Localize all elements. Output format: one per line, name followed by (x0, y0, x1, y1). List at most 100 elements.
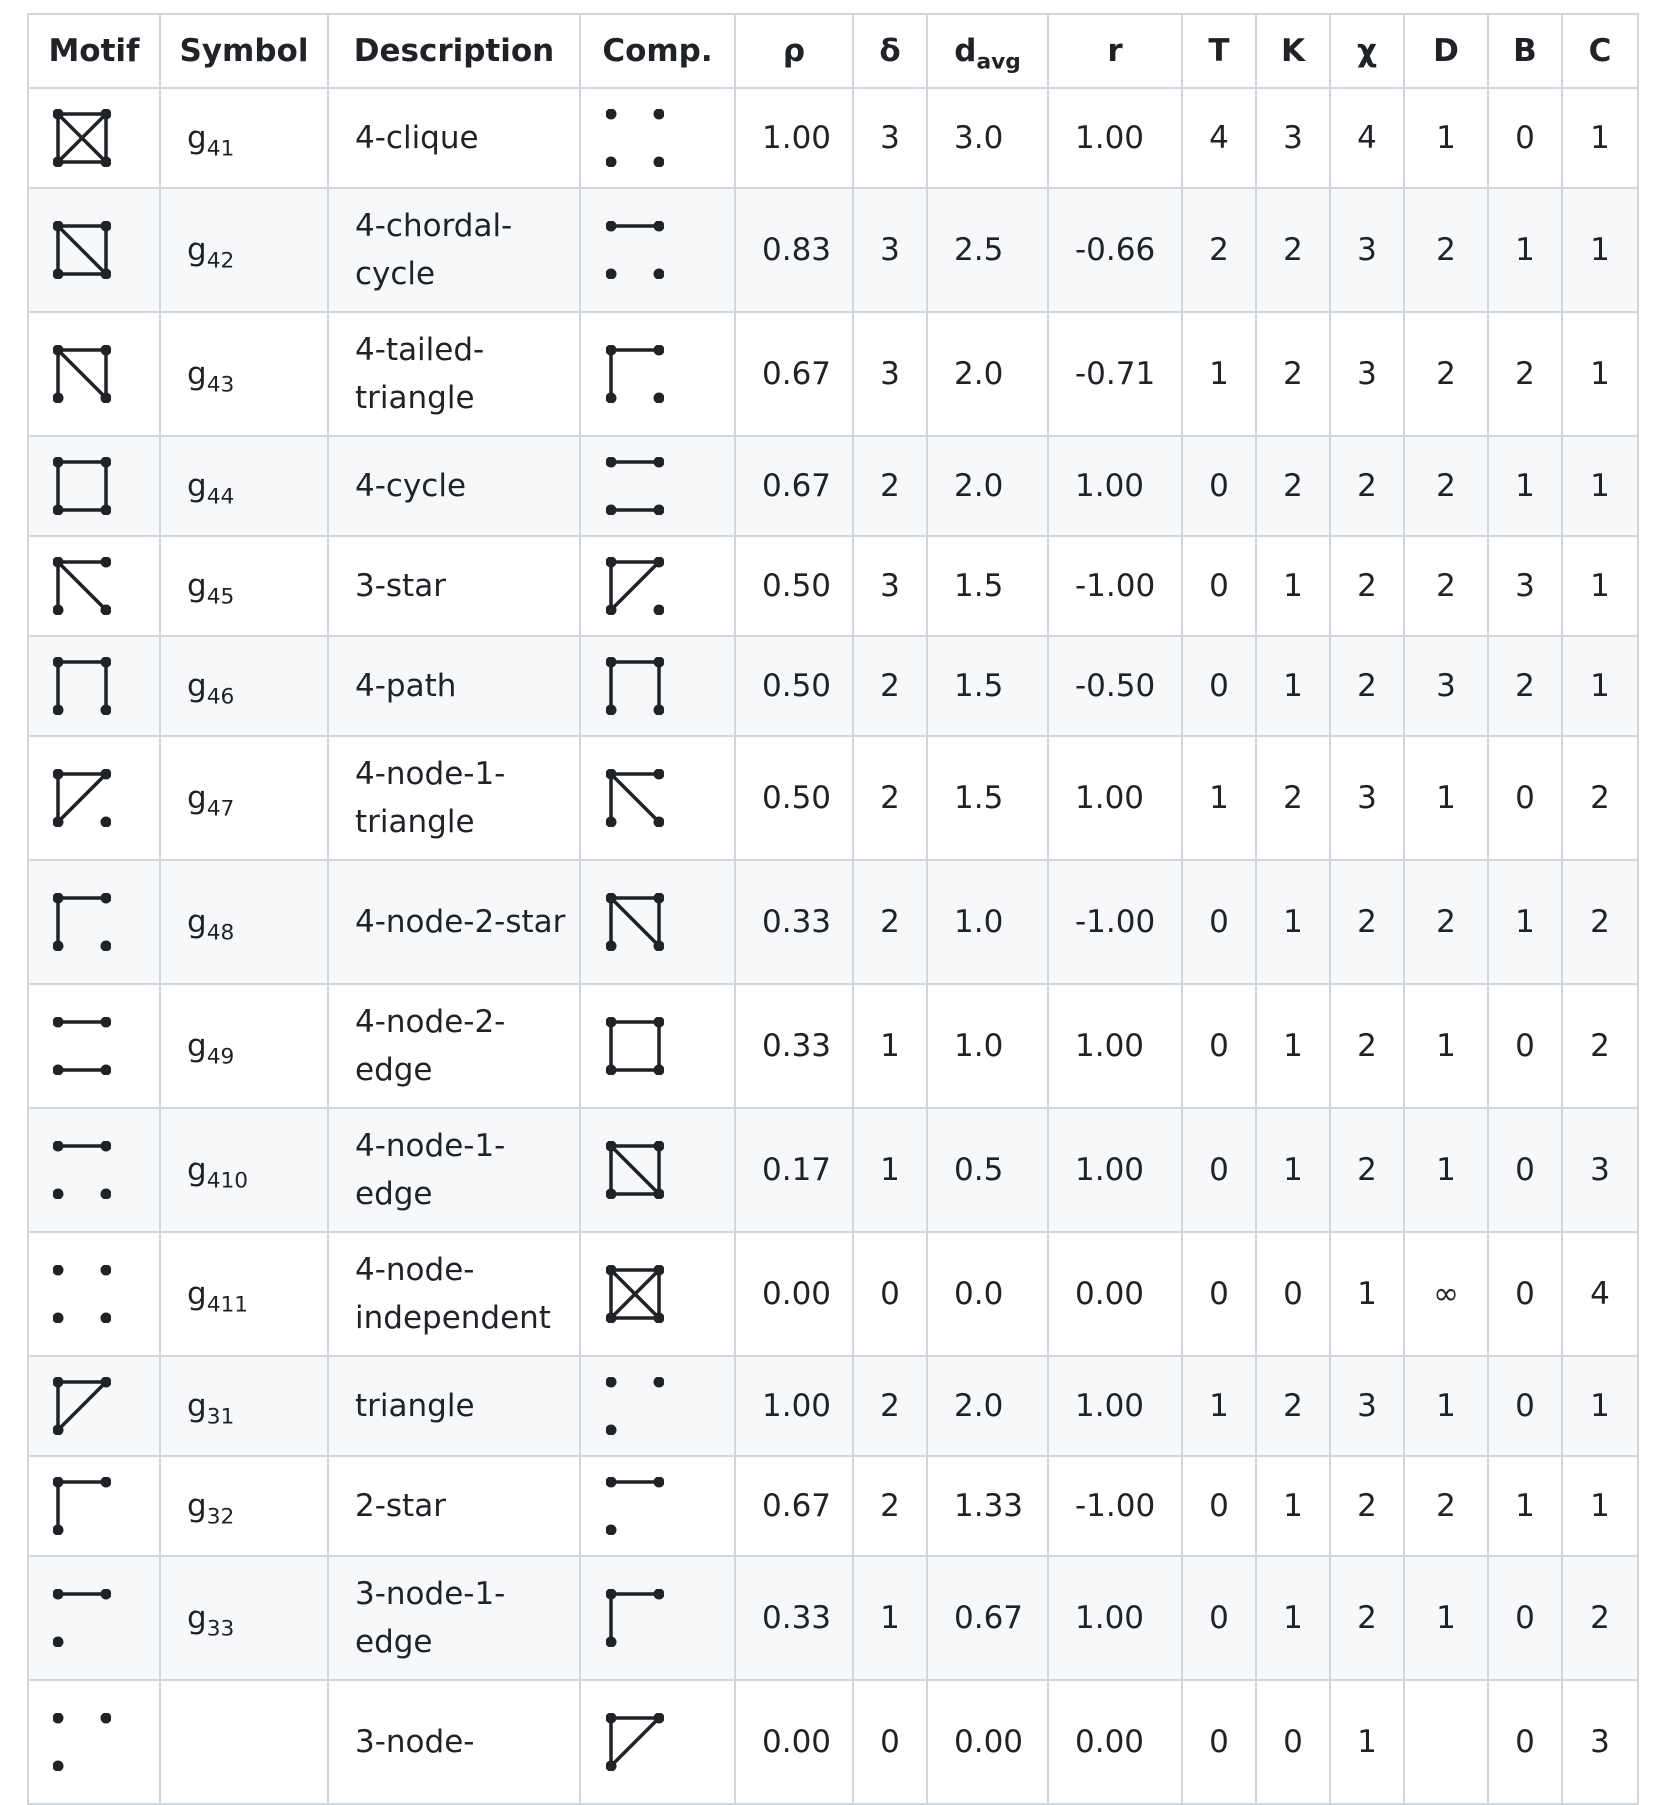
cell-davg: 2.5 (926, 187, 1049, 313)
symbol-main: g (187, 1276, 207, 1312)
cell-B: 1 (1487, 435, 1563, 537)
cell-C: 2 (1561, 1555, 1639, 1681)
symbol-sub: 41 (206, 136, 235, 162)
symbol-main: g (187, 120, 207, 156)
cell-comp (579, 1355, 736, 1457)
cell-r: 1.00 (1047, 435, 1183, 537)
cell-comp (579, 311, 736, 437)
cell-description: 4-path (327, 635, 581, 737)
cell-r: 1.00 (1047, 1107, 1183, 1233)
cell-D: 1 (1403, 1107, 1489, 1233)
cell-description: 2-star (327, 1455, 581, 1557)
table-row: g411 4-node-independent 0.00 0 0.0 0.00 0 0 1 ∞ 0 4 (27, 1231, 1639, 1357)
cell-comp (579, 1455, 736, 1557)
symbol-sub: 46 (206, 684, 235, 710)
col-header-K: K (1255, 13, 1331, 89)
cell-motif (27, 1679, 161, 1805)
cell-C: 1 (1561, 87, 1639, 189)
symbol-sub: 49 (206, 1044, 235, 1070)
cell-rho: 0.50 (734, 535, 854, 637)
cell-B: 2 (1487, 635, 1563, 737)
g49-motif-icon (53, 1017, 111, 1075)
cell-C: 4 (1561, 1231, 1639, 1357)
cell-rho: 1.00 (734, 87, 854, 189)
cell-symbol: g31 (159, 1355, 329, 1457)
cell-C: 1 (1561, 1455, 1639, 1557)
cell-davg: 0.0 (926, 1231, 1049, 1357)
cell-rho: 1.00 (734, 1355, 854, 1457)
cell-delta: 2 (852, 1355, 928, 1457)
col-header-description: Description (327, 13, 581, 89)
cell-D: 1 (1403, 1555, 1489, 1681)
cell-B: 0 (1487, 87, 1563, 189)
cell-T: 1 (1181, 1355, 1257, 1457)
header-row: Motif Symbol Description Comp. ρ δ davg … (27, 13, 1639, 89)
table-row: g46 4-path 0.50 2 1.5 -0.50 0 1 2 3 2 1 (27, 635, 1639, 737)
cell-motif (27, 1231, 161, 1357)
symbol-main: g (187, 232, 207, 268)
cell-rho: 0.33 (734, 983, 854, 1109)
cell-rho: 0.67 (734, 435, 854, 537)
symbol-sub: 42 (206, 248, 235, 274)
cell-D: 2 (1403, 187, 1489, 313)
cell-T: 0 (1181, 859, 1257, 985)
cell-davg: 0.5 (926, 1107, 1049, 1233)
cell-D: 2 (1403, 859, 1489, 985)
cell-rho: 0.00 (734, 1231, 854, 1357)
cell-davg: 2.0 (926, 1355, 1049, 1457)
cell-delta: 2 (852, 435, 928, 537)
cell-davg: 1.5 (926, 735, 1049, 861)
cell-comp (579, 1231, 736, 1357)
symbol-sub: 411 (206, 1292, 249, 1318)
col-header-davg: davg (926, 13, 1049, 89)
cell-comp (579, 187, 736, 313)
col-header-T: T (1181, 13, 1257, 89)
cell-r: 1.00 (1047, 983, 1183, 1109)
cell-K: 3 (1255, 87, 1331, 189)
table-row: g31 triangle 1.00 2 2.0 1.00 1 2 3 1 0 1 (27, 1355, 1639, 1457)
cell-chi: 1 (1329, 1679, 1405, 1805)
cell-r: -0.71 (1047, 311, 1183, 437)
symbol-main: g (187, 1028, 207, 1064)
cell-chi: 2 (1329, 435, 1405, 537)
cell-C: 2 (1561, 735, 1639, 861)
cell-delta: 1 (852, 1555, 928, 1681)
table-row: g32 2-star 0.67 2 1.33 -1.00 0 1 2 2 1 1 (27, 1455, 1639, 1557)
table-row: g47 4-node-1-triangle 0.50 2 1.5 1.00 1 2 3 1 0 2 (27, 735, 1639, 861)
col-header-C: C (1561, 13, 1639, 89)
cell-davg: 1.5 (926, 635, 1049, 737)
cell-motif (27, 435, 161, 537)
cell-chi: 2 (1329, 983, 1405, 1109)
cell-r: 0.00 (1047, 1231, 1183, 1357)
g32-motif-icon (606, 1589, 664, 1647)
cell-delta: 1 (852, 983, 928, 1109)
cell-symbol: g411 (159, 1231, 329, 1357)
cell-chi: 1 (1329, 1231, 1405, 1357)
table-row: g41 4-clique 1.00 3 3.0 1.00 4 3 4 1 0 1 (27, 87, 1639, 189)
symbol-sub: 48 (206, 920, 235, 946)
cell-K: 1 (1255, 859, 1331, 985)
cell-D: 1 (1403, 1355, 1489, 1457)
symbol-main: g (187, 568, 207, 604)
cell-motif (27, 535, 161, 637)
cell-description: 3-node- (327, 1679, 581, 1805)
cell-comp (579, 435, 736, 537)
cell-rho: 0.67 (734, 1455, 854, 1557)
table-body: g41 4-clique 1.00 3 3.0 1.00 4 3 4 1 0 1 g42 4-chorda… (27, 87, 1639, 1805)
cell-K: 2 (1255, 1355, 1331, 1457)
g42-motif-icon (606, 1141, 664, 1199)
col-header-motif: Motif (27, 13, 161, 89)
cell-D: 1 (1403, 983, 1489, 1109)
cell-rho: 0.67 (734, 311, 854, 437)
cell-motif (27, 187, 161, 313)
symbol-main: g (187, 468, 207, 504)
cell-C: 3 (1561, 1107, 1639, 1233)
symbol-sub: 31 (206, 1404, 235, 1430)
symbol-main: g (187, 780, 207, 816)
cell-motif (27, 1555, 161, 1681)
g48-motif-icon (53, 893, 111, 951)
cell-description: 4-node-1-triangle (327, 735, 581, 861)
cell-D: ∞ (1403, 1231, 1489, 1357)
g47-motif-icon (606, 557, 664, 615)
cell-r: 1.00 (1047, 1555, 1183, 1681)
